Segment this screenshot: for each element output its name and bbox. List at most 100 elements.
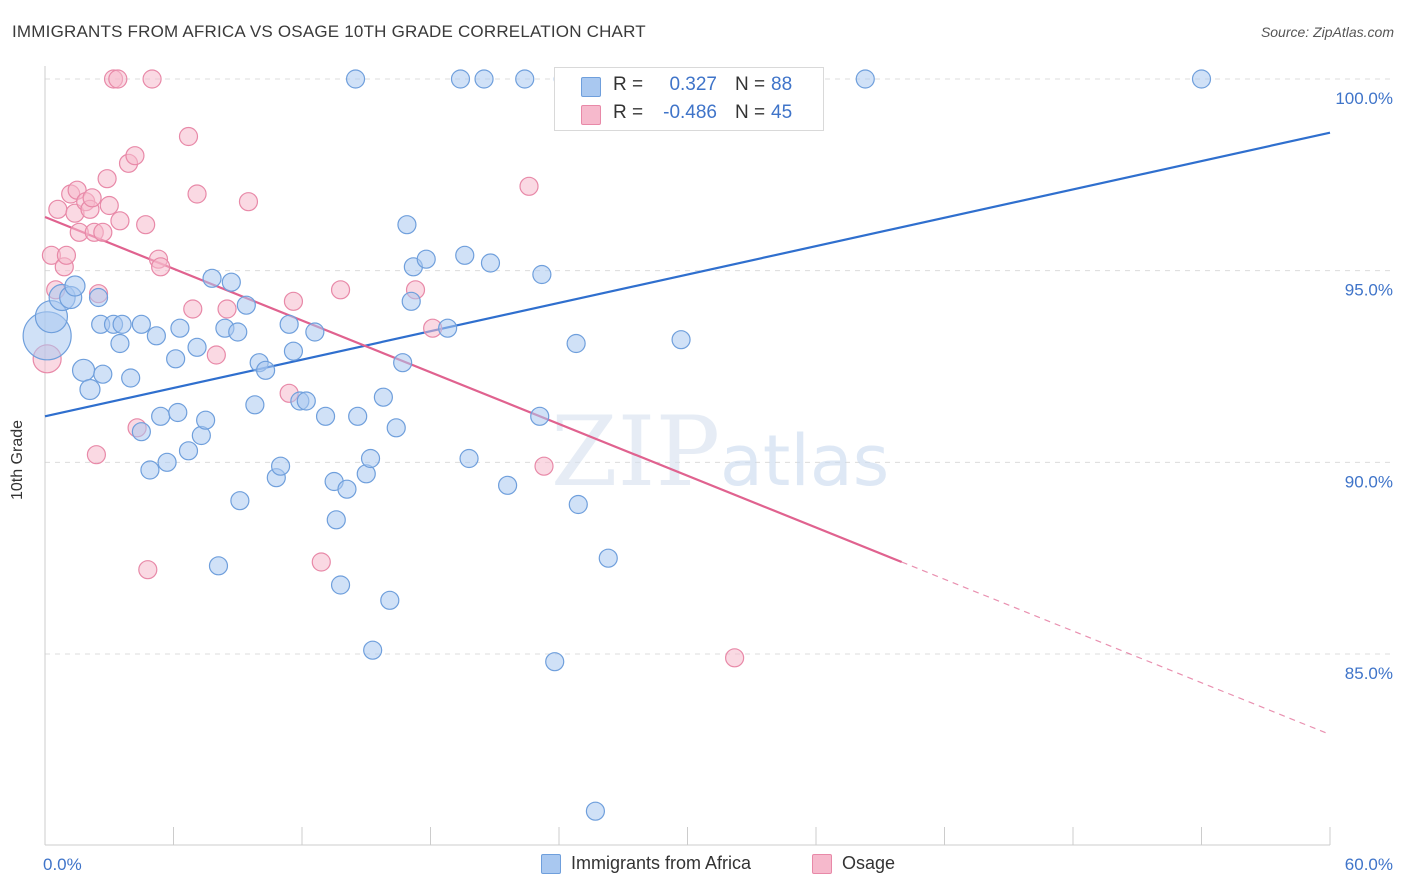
africa-point (530, 406, 550, 426)
africa-point (93, 364, 113, 384)
africa-point (363, 640, 383, 660)
africa-point (64, 275, 86, 297)
africa-point (166, 349, 186, 369)
africa-point (296, 391, 316, 411)
africa-point (230, 491, 250, 511)
africa-point (202, 268, 222, 288)
osage-point (97, 169, 117, 189)
osage-point (183, 299, 203, 319)
africa-points (22, 69, 1212, 821)
chart-title: IMMIGRANTS FROM AFRICA VS OSAGE 10TH GRA… (12, 22, 646, 41)
osage-point (82, 188, 102, 208)
legend-swatch-africa (581, 77, 601, 97)
osage-point (99, 195, 119, 216)
africa-point (566, 333, 586, 354)
africa-point (151, 406, 171, 426)
osage-point (519, 176, 539, 196)
osage-point (56, 245, 77, 265)
source-label: Source: ZipAtlas.com (1260, 24, 1394, 40)
africa-point (450, 69, 471, 89)
legend-row-osage: R = -0.486 N = 45 (555, 100, 823, 128)
africa-point (532, 264, 552, 285)
legend-n-label: N = (735, 74, 766, 95)
y-tick-label: 100.0% (1335, 89, 1393, 108)
africa-point (598, 548, 618, 568)
osage-trend-line (44, 215, 903, 564)
osage-point (136, 215, 156, 235)
africa-point (170, 318, 190, 338)
africa-point (228, 322, 248, 342)
osage-point (283, 291, 304, 311)
africa-point (438, 318, 458, 338)
osage-point (206, 345, 226, 365)
africa-point (455, 245, 475, 265)
africa-point (121, 368, 141, 388)
gridlines (45, 78, 1395, 655)
africa-point (208, 556, 229, 576)
africa-point (157, 452, 177, 472)
legend-r-value: 0.327 (669, 74, 717, 95)
legend-r-label: R = (613, 74, 644, 95)
x-tick-label-max: 60.0% (1345, 855, 1393, 874)
africa-point (283, 341, 304, 361)
africa-point (168, 402, 188, 423)
africa-point (480, 253, 501, 273)
africa-point (545, 652, 565, 672)
osage-point (108, 69, 128, 89)
africa-point (360, 448, 381, 469)
africa-point (326, 510, 346, 530)
axes (44, 66, 1331, 846)
africa-point (196, 410, 216, 430)
africa-point (187, 337, 207, 357)
osage-point (178, 126, 199, 147)
africa-point (498, 475, 518, 495)
africa-point (245, 395, 265, 415)
osage-point (725, 648, 745, 668)
watermark-zip: ZIP (551, 396, 720, 508)
legend-swatch-osage (581, 105, 601, 125)
africa-point (373, 387, 393, 407)
osage-trend-extension (901, 561, 1331, 736)
africa-point (221, 272, 241, 292)
osage-point (125, 146, 145, 166)
africa-trend-line (44, 131, 1331, 418)
africa-point (236, 295, 256, 315)
africa-point (315, 406, 336, 426)
bottom-legend-swatch-africa (541, 854, 561, 874)
africa-point (345, 69, 366, 89)
africa-point (568, 494, 588, 515)
y-tick-label: 85.0% (1345, 664, 1393, 683)
africa-point (79, 378, 101, 401)
osage-point (93, 222, 113, 242)
y-tick-label: 95.0% (1345, 281, 1393, 300)
osage-point (142, 69, 162, 89)
africa-point (279, 314, 299, 334)
osage-point (187, 184, 207, 204)
legend-r-value: -0.486 (663, 102, 717, 123)
africa-point (459, 448, 479, 469)
africa-point (270, 456, 291, 476)
y-tick-label: 90.0% (1345, 472, 1393, 491)
legend-n-label: N = (735, 102, 766, 123)
watermark: ZIPatlas (551, 396, 889, 508)
africa-point (305, 322, 325, 342)
osage-point (151, 257, 171, 277)
africa-point (131, 422, 151, 442)
osage-point (330, 280, 351, 300)
africa-point (110, 333, 130, 354)
africa-point (146, 326, 166, 346)
stats-legend: R = 0.327 N = 88 R = -0.486 N = 45 (554, 67, 824, 131)
africa-point (386, 418, 406, 438)
africa-point (131, 314, 151, 334)
x-tick-label-min: 0.0% (43, 855, 82, 874)
africa-point (416, 249, 436, 269)
africa-point (71, 358, 96, 382)
bottom-legend-swatch-osage (812, 854, 832, 874)
osage-point (110, 211, 130, 231)
africa-point (397, 215, 417, 235)
osage-points (32, 69, 745, 668)
legend-row-africa: R = 0.327 N = 88 (555, 72, 823, 100)
africa-point (515, 69, 535, 89)
tick-labels: 85.0% 90.0% 95.0% 100.0% 0.0% 60.0% (43, 89, 1393, 874)
